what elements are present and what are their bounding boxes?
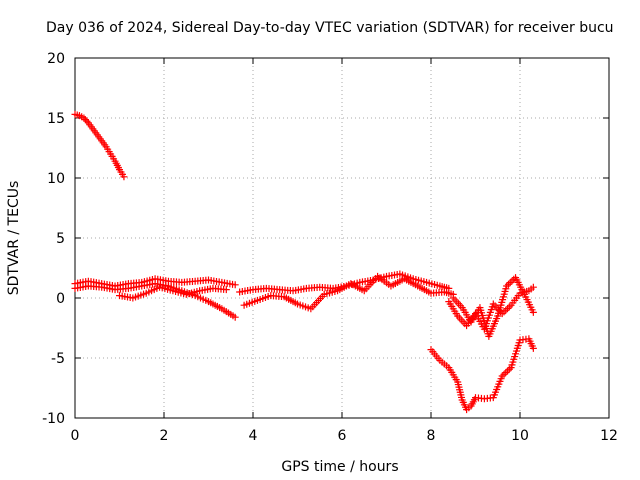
axis-ticks: 0 2 4 6 8 10 12 -10 -5 0 5 10 15 20 — [42, 51, 618, 444]
data-point — [529, 308, 537, 316]
grid — [75, 58, 609, 418]
series-arc-d — [236, 270, 453, 296]
y-axis-label: SDTVAR / TECUs — [6, 181, 22, 296]
data-point — [222, 286, 230, 294]
series-arc-high — [71, 110, 128, 181]
data-point — [508, 277, 516, 285]
y-tick-label: 0 — [56, 291, 65, 307]
x-tick-label: 0 — [71, 428, 80, 444]
series-arc-low — [427, 335, 537, 414]
data-point — [83, 117, 91, 125]
data-point — [502, 369, 510, 377]
series-arc-g — [449, 274, 537, 340]
series-arc-e — [240, 272, 457, 313]
data-series — [71, 110, 537, 414]
y-tick-label: -10 — [42, 411, 65, 427]
y-tick-label: 5 — [56, 231, 65, 247]
data-point — [504, 367, 512, 375]
y-tick-label: 15 — [47, 111, 65, 127]
series-arc-b — [71, 280, 239, 321]
x-tick-label: 4 — [249, 428, 258, 444]
data-point — [231, 313, 239, 321]
chart-title: Day 036 of 2024, Sidereal Day-to-day VTE… — [46, 20, 614, 36]
x-tick-label: 6 — [338, 428, 347, 444]
y-tick-label: -5 — [51, 351, 65, 367]
data-point — [80, 114, 88, 122]
data-point — [504, 305, 512, 313]
data-point — [506, 279, 514, 287]
data-point — [529, 283, 537, 291]
data-point — [529, 344, 537, 352]
y-tick-label: 10 — [47, 171, 65, 187]
x-axis-label: GPS time / hours — [281, 459, 398, 475]
y-tick-label: 20 — [47, 51, 65, 67]
x-tick-label: 10 — [511, 428, 529, 444]
data-point — [505, 303, 513, 311]
data-point — [510, 275, 518, 283]
data-point — [81, 116, 89, 124]
x-tick-label: 8 — [427, 428, 436, 444]
x-tick-label: 12 — [600, 428, 618, 444]
data-point — [120, 173, 128, 181]
data-point — [231, 281, 239, 289]
x-tick-label: 2 — [160, 428, 169, 444]
series-arc-c — [116, 283, 230, 302]
